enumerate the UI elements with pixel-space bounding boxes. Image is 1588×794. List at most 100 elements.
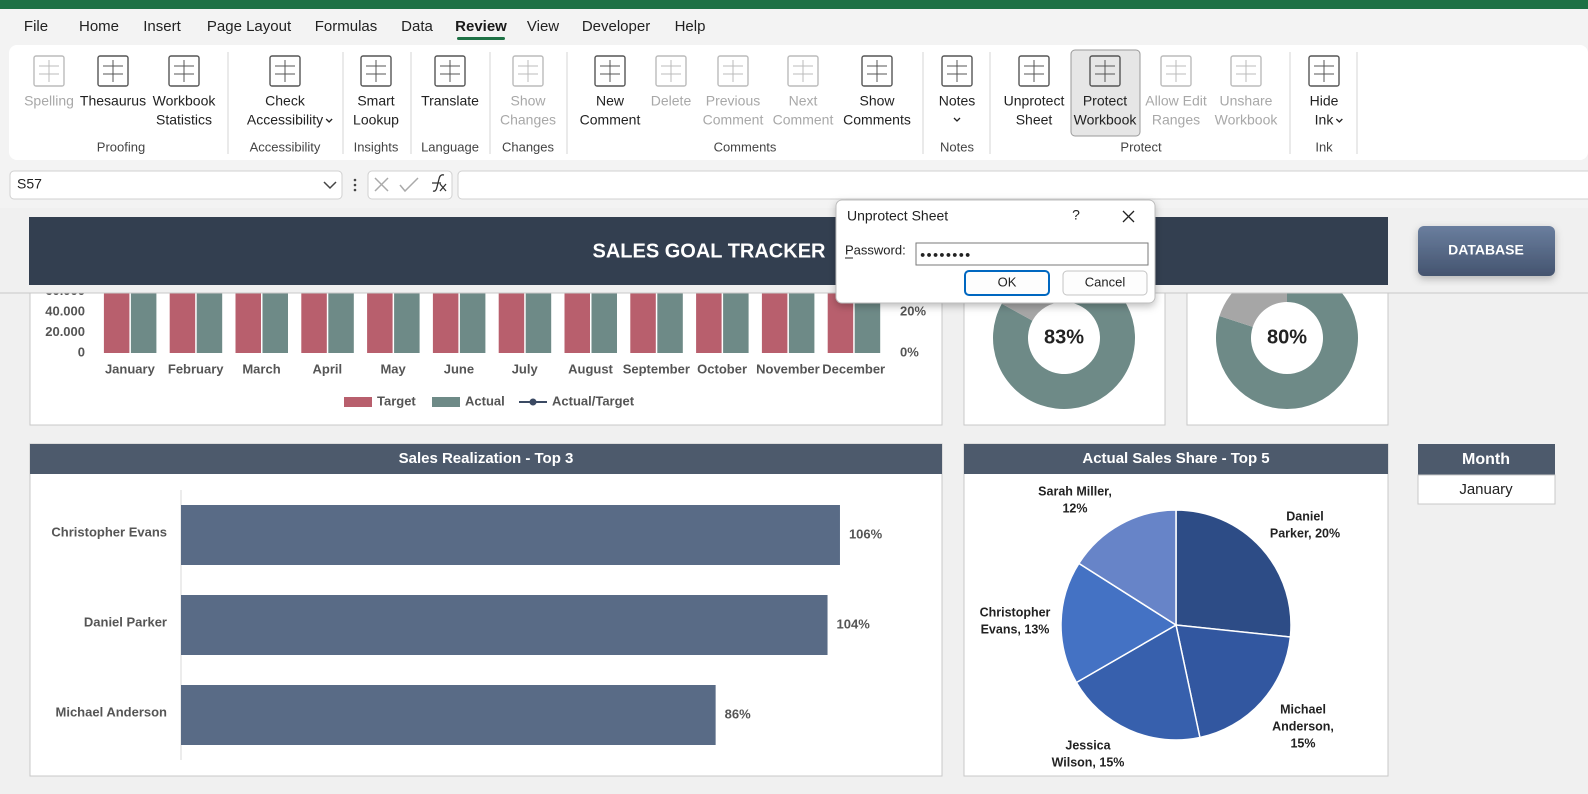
menu-tab[interactable]: Developer <box>582 18 650 35</box>
cancel-button[interactable] <box>1062 270 1148 296</box>
button-icon[interactable] <box>717 55 749 87</box>
bar <box>181 685 716 745</box>
menu-tab[interactable]: Insert <box>143 18 181 35</box>
button-icon[interactable] <box>1230 55 1262 87</box>
button-icon[interactable] <box>1089 55 1121 87</box>
button-label[interactable]: Translate <box>421 93 479 109</box>
x-tick-label: September <box>623 361 690 376</box>
button-label[interactable]: Smart <box>357 93 394 109</box>
menu-tab[interactable]: Page Layout <box>207 18 292 35</box>
dot <box>353 188 357 192</box>
button-label[interactable]: Accessibility <box>247 112 323 128</box>
button-icon[interactable] <box>1308 55 1340 87</box>
button-icon[interactable] <box>1018 55 1050 87</box>
legend-marker <box>529 398 537 406</box>
button-label[interactable]: Show <box>510 93 546 109</box>
button-label[interactable]: Statistics <box>156 112 212 128</box>
pie-label: Sarah Miller, <box>1038 484 1112 498</box>
bar <box>262 293 288 353</box>
menu-tab[interactable]: Help <box>675 18 706 35</box>
button-label[interactable]: Delete <box>651 93 692 109</box>
name-box[interactable] <box>9 170 343 200</box>
button-icon[interactable] <box>33 55 65 87</box>
button-label[interactable]: Previous <box>706 93 760 109</box>
button-label[interactable]: Check <box>265 93 306 109</box>
month-cell[interactable] <box>1417 474 1556 505</box>
bar <box>761 293 788 353</box>
button-icon[interactable] <box>861 55 893 87</box>
button-label[interactable]: Ink <box>1315 112 1335 128</box>
button-icon[interactable] <box>941 55 973 87</box>
button-label[interactable]: Comment <box>580 112 641 128</box>
button-icon[interactable] <box>269 55 301 87</box>
donut-label: 83% <box>1044 326 1084 348</box>
dashboard-header <box>29 217 1388 285</box>
bar-chart-header <box>30 444 942 474</box>
button-label[interactable]: Sheet <box>1016 112 1053 128</box>
button-label[interactable]: Comments <box>843 112 911 128</box>
password-text: ●●●●●●●● <box>920 249 972 259</box>
button-icon-detail <box>1095 60 1115 82</box>
button-icon[interactable] <box>512 55 544 87</box>
x-tick-label: October <box>697 361 747 376</box>
x-tick-label: July <box>512 361 539 376</box>
x-tick-label: February <box>168 361 224 376</box>
button-label[interactable]: Hide <box>1310 93 1339 109</box>
dialog-close[interactable] <box>1122 210 1135 223</box>
password-input[interactable] <box>915 242 1149 266</box>
button-icon[interactable] <box>168 55 200 87</box>
button-icon[interactable] <box>360 55 392 87</box>
button-label[interactable]: Lookup <box>353 112 399 128</box>
button-icon-detail <box>440 60 460 82</box>
button-label[interactable]: Show <box>859 93 895 109</box>
button-label[interactable]: Comment <box>703 112 764 128</box>
button-label[interactable]: New <box>596 93 625 109</box>
button-icon[interactable] <box>1160 55 1192 87</box>
button-label[interactable]: Unshare <box>1220 93 1273 109</box>
menu-tab[interactable]: File <box>24 18 48 35</box>
bar <box>235 293 261 353</box>
bar <box>367 293 393 353</box>
pie-chart-header <box>964 444 1388 474</box>
button-label[interactable]: Workbook <box>1215 112 1279 128</box>
menu-tab[interactable]: Home <box>79 18 119 35</box>
bar <box>196 293 223 353</box>
ribbon-content: Proofing Spelling Thesaurus Workbook Statist… <box>24 49 1358 154</box>
menu-tab[interactable]: Formulas <box>315 18 378 35</box>
cancel-icon[interactable] <box>374 177 389 192</box>
dialog-help[interactable]: ? <box>1072 207 1080 223</box>
button-label[interactable]: Comment <box>773 112 834 128</box>
button-label[interactable]: Ranges <box>1152 112 1200 128</box>
button-label[interactable]: Protect <box>1083 93 1127 109</box>
button-label[interactable]: Next <box>789 93 818 109</box>
pie-slice <box>1077 509 1177 627</box>
button-label[interactable]: Workbook <box>153 93 217 109</box>
menu-tab[interactable]: View <box>527 18 559 35</box>
donut-value <box>993 293 1135 409</box>
button-label[interactable]: Thesaurus <box>80 93 146 109</box>
button-icon[interactable] <box>787 55 819 87</box>
ok-button[interactable] <box>964 270 1050 296</box>
formula-input[interactable] <box>457 170 1588 200</box>
pressed-button[interactable] <box>1070 49 1141 137</box>
name-box-dropdown[interactable] <box>323 181 337 190</box>
button-label[interactable]: Unprotect <box>1004 93 1065 109</box>
button-label[interactable]: Changes <box>500 112 556 128</box>
button-label[interactable]: Allow Edit <box>1145 93 1207 109</box>
fx-icon[interactable] <box>432 174 447 192</box>
button-label[interactable]: Workbook <box>1074 112 1138 128</box>
button-label[interactable]: Spelling <box>24 93 74 109</box>
button-icon-detail <box>174 60 194 82</box>
menu-tab[interactable]: Review <box>455 18 507 35</box>
button-label[interactable]: Notes <box>939 93 976 109</box>
database-button[interactable] <box>1418 226 1555 276</box>
bar <box>657 293 683 353</box>
button-icon[interactable] <box>97 55 129 87</box>
button-icon[interactable] <box>655 55 687 87</box>
pie-label: Parker, 20% <box>1270 526 1340 540</box>
menu-tab[interactable]: Data <box>401 18 433 35</box>
enter-icon[interactable] <box>399 177 419 193</box>
button-icon[interactable] <box>594 55 626 87</box>
button-icon[interactable] <box>434 55 466 87</box>
